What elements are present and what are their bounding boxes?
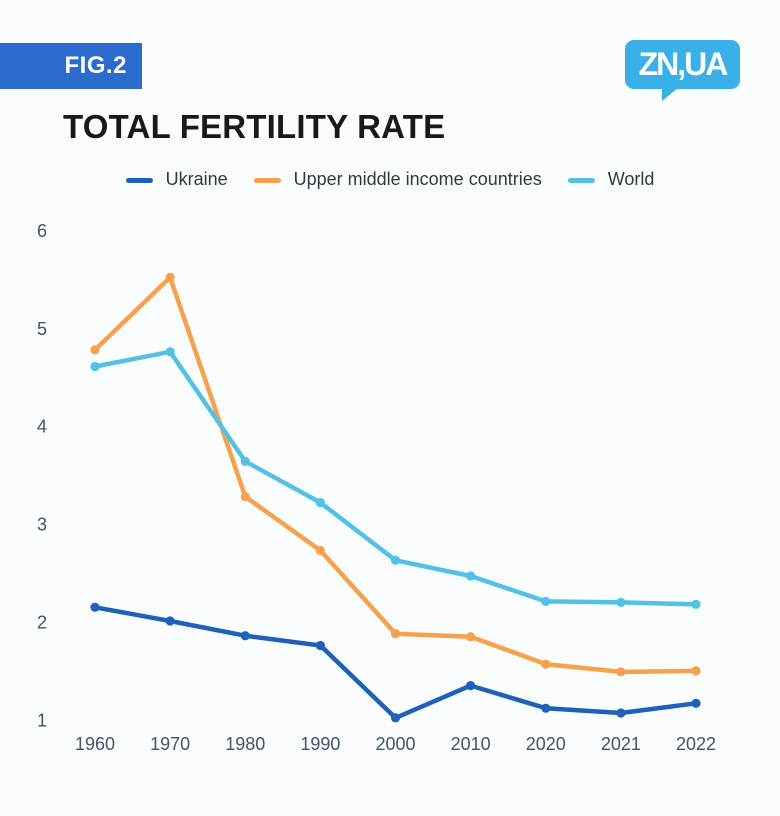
y-axis-tick-label: 5 [37,319,47,339]
chart-legend: Ukraine Upper middle income countries Worl… [0,169,780,190]
data-point [691,666,701,676]
legend-item-ukraine: Ukraine [125,169,228,190]
series-line-world [92,349,699,607]
data-point [240,456,250,466]
y-axis-tick-label: 4 [37,417,47,437]
data-point [90,602,100,612]
x-axis-tick-label: 2021 [601,734,641,754]
data-point [466,632,476,642]
legend-label: World [607,169,655,189]
y-axis-tick-label: 1 [37,710,47,730]
data-point [165,347,175,357]
data-point [691,599,701,609]
data-point [315,640,325,651]
data-point [390,555,401,565]
data-point [240,631,250,641]
x-axis-tick-label: 2022 [676,734,716,754]
data-point [616,708,626,718]
legend-label: Upper middle income countries [293,169,542,189]
data-point [165,616,175,626]
x-axis-tick-label: 1990 [300,734,340,754]
x-axis-tick-label: 2010 [451,734,491,754]
data-point [240,492,250,502]
x-axis-tick-label: 1970 [150,734,190,754]
data-point [541,703,551,713]
y-axis-tick-label: 6 [37,221,47,241]
data-point [541,596,551,606]
x-axis-tick-label: 2020 [526,734,566,754]
figure-number-badge: FIG.2 [0,43,142,89]
x-axis-tick-label: 1980 [225,734,265,754]
legend-swatch-icon [567,178,595,183]
data-point [315,498,325,508]
data-point [466,571,476,581]
series-line-upper-middle-income-countries [92,275,699,675]
legend-item-upper-middle-income-countries: Upper middle income countries [253,169,542,190]
figure-number-label: FIG.2 [64,52,127,79]
data-point [90,361,100,372]
legend-swatch-icon [253,178,281,183]
x-axis-tick-label: 2000 [375,734,415,754]
series-line-ukraine [92,605,699,721]
legend-label: Ukraine [165,169,228,189]
data-point [691,698,701,708]
data-point [616,597,626,607]
y-axis-tick-label: 3 [37,515,47,535]
data-point [315,545,325,556]
znua-logo-text: ZN,UA [638,46,729,82]
data-point [390,713,401,723]
x-axis-tick-label: 1960 [75,734,115,754]
data-point [541,659,551,669]
data-point [165,272,175,282]
page-title: TOTAL FERTILITY RATE [63,108,446,145]
y-axis-tick-label: 2 [37,613,47,633]
speech-bubble-tail-icon [662,88,678,101]
legend-swatch-icon [125,178,153,183]
chart-canvas: 1 2 3 4 5 6 1960 1970 1980 1990 2000 2010 2020 2021 20… [37,221,716,754]
line-chart: 1 2 3 4 5 6 1960 1970 1980 1990 2000 2010 2020 2021 20… [0,200,780,790]
legend-item-world: World [567,169,655,190]
data-point [90,345,100,355]
znua-logo: ZN,UA [625,40,740,101]
data-point [466,681,476,691]
data-point [390,629,401,639]
data-point [616,667,626,677]
